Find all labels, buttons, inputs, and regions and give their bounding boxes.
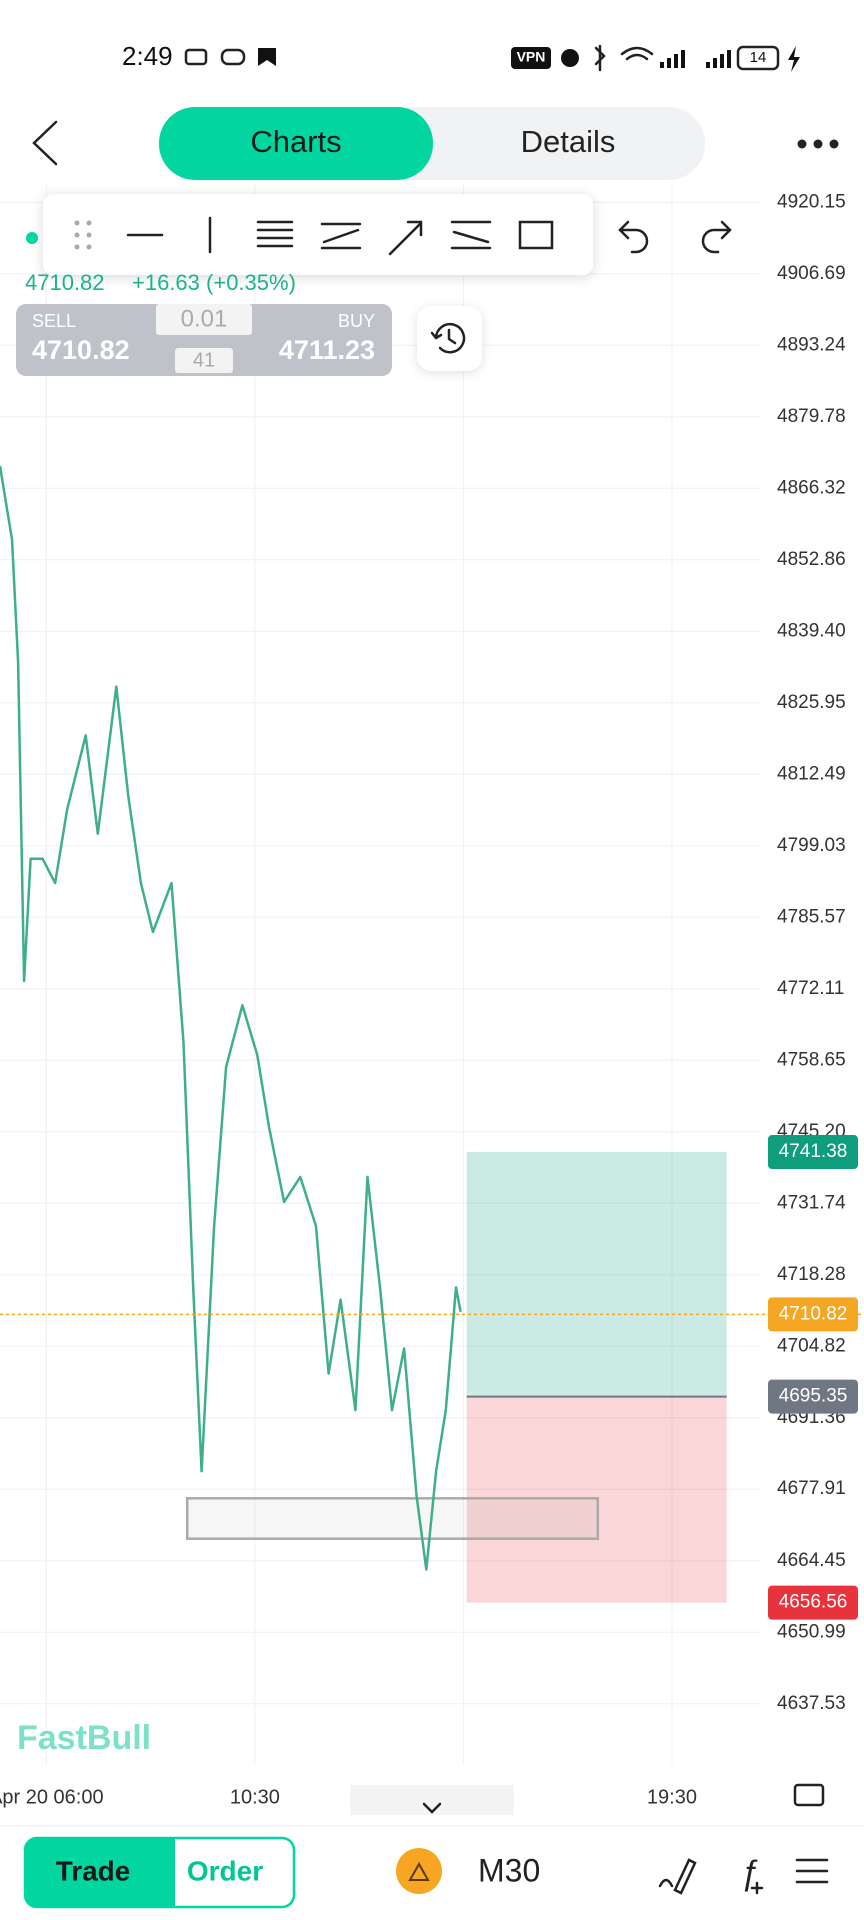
symbol-glyph xyxy=(408,1861,430,1881)
symbol-icon[interactable] xyxy=(396,1848,442,1894)
x-tick-label: 19:30 xyxy=(647,1786,697,1808)
price-tag xyxy=(768,1379,858,1414)
y-tick-label: 4718.28 xyxy=(777,1264,846,1285)
y-tick-label: 4812.49 xyxy=(777,763,846,784)
y-tick-label: 4825.95 xyxy=(777,692,846,713)
y-tick-label: 4893.24 xyxy=(777,334,846,355)
y-tick-label: 4920.15 xyxy=(777,191,846,212)
price-tag xyxy=(768,1135,858,1170)
price-tag xyxy=(768,1297,858,1332)
y-tick-label: 4637.53 xyxy=(777,1693,846,1714)
status-time: 2:49 xyxy=(122,41,173,71)
y-tick-label: 4906.69 xyxy=(777,263,846,284)
buy-price[interactable]: 4711.23 xyxy=(279,335,375,365)
y-tick-label: 4731.74 xyxy=(777,1192,846,1213)
watermark: FastBull xyxy=(17,1719,151,1757)
charging xyxy=(788,46,800,72)
price-tag xyxy=(768,1585,858,1620)
x-tick-label: Apr 20 06:00 xyxy=(0,1786,104,1808)
spread-text: 41 xyxy=(193,349,215,371)
status-icon xyxy=(184,48,208,66)
tab-active[interactable] xyxy=(159,107,433,180)
y-tick-label: 4785.57 xyxy=(777,906,846,927)
quote-price: 4710.82 xyxy=(25,270,105,295)
status-icon xyxy=(561,49,579,67)
status-dot xyxy=(26,232,38,244)
price-tag-label: 4656.56 xyxy=(779,1592,848,1613)
tab[interactable]: Charts xyxy=(250,124,341,159)
price-tag-label: 4710.82 xyxy=(779,1303,848,1324)
tab[interactable]: Details xyxy=(521,124,616,159)
menu-button[interactable] xyxy=(795,1858,829,1884)
drag-handle[interactable] xyxy=(74,220,92,250)
trade-panel xyxy=(16,304,392,376)
lot-text: 0.01 xyxy=(181,305,228,332)
undo[interactable] xyxy=(618,220,649,254)
sell-label[interactable]: SELL xyxy=(32,311,76,331)
y-tick-label: 4650.99 xyxy=(777,1621,846,1642)
drawing-toolbar xyxy=(43,194,593,275)
buy-label[interactable]: BUY xyxy=(338,311,375,331)
signal xyxy=(660,50,731,68)
y-tick-label: 4758.65 xyxy=(777,1049,846,1070)
more-button[interactable] xyxy=(797,139,839,149)
trade-button[interactable]: Trade xyxy=(56,1855,131,1886)
y-tick-label: 4866.32 xyxy=(777,477,846,498)
timeframe[interactable]: M30 xyxy=(478,1852,540,1888)
y-tick-label: 4772.11 xyxy=(777,978,844,999)
drawn-rectangle xyxy=(185,1497,600,1540)
y-tick-label: 4704.82 xyxy=(777,1335,846,1356)
y-tick-label: 4664.45 xyxy=(777,1550,846,1571)
quote-change: +16.63 (+0.35%) xyxy=(132,270,296,295)
trade-button-bg[interactable] xyxy=(25,1838,175,1907)
battery-text: 14 xyxy=(750,49,767,66)
y-tick-label: 4677.91 xyxy=(777,1478,846,1499)
sell-price[interactable]: 4710.82 xyxy=(32,335,130,365)
tool-channel[interactable] xyxy=(320,222,362,250)
chart: 4920.15 4906.69 4893.24 4879.78 4866.32 4852.… xyxy=(0,184,864,1808)
x-tick-label: 10:30 xyxy=(230,1786,280,1808)
tool-arrow[interactable] xyxy=(388,220,423,256)
status-icon xyxy=(594,44,606,72)
fullscreen-button[interactable] xyxy=(793,1783,825,1807)
draw-button[interactable] xyxy=(658,1858,697,1895)
back-button[interactable] xyxy=(32,120,58,166)
tool-fib[interactable] xyxy=(256,220,294,248)
y-tick-label: 4879.78 xyxy=(777,406,846,427)
tool-rect[interactable] xyxy=(518,220,554,250)
tool-parallel[interactable] xyxy=(450,220,492,250)
order-button[interactable]: Order xyxy=(187,1855,263,1886)
y-tick-label: 4799.03 xyxy=(777,835,846,856)
price-tag-label: 4695.35 xyxy=(779,1386,848,1407)
y-tick-label: 4839.40 xyxy=(777,620,846,641)
vpn-text: VPN xyxy=(517,49,546,65)
redo[interactable] xyxy=(701,220,732,254)
y-tick-label: 4852.86 xyxy=(777,549,846,570)
status-icon xyxy=(258,48,276,66)
refresh-icon xyxy=(430,322,466,354)
spread-box xyxy=(175,348,233,373)
collapse-chevron[interactable] xyxy=(422,1802,442,1814)
indicator-plus xyxy=(750,1881,764,1895)
indicator-button[interactable]: ƒ xyxy=(740,1854,759,1893)
take-profit-zone xyxy=(466,1152,727,1397)
vpn-badge xyxy=(511,47,551,69)
price-tag-label: 4741.38 xyxy=(779,1141,848,1162)
status-icon xyxy=(620,46,654,61)
battery xyxy=(736,45,780,71)
price-line xyxy=(0,465,462,1571)
time-highlight xyxy=(350,1785,514,1815)
status-icon xyxy=(220,48,246,66)
lot-input[interactable] xyxy=(156,304,252,335)
